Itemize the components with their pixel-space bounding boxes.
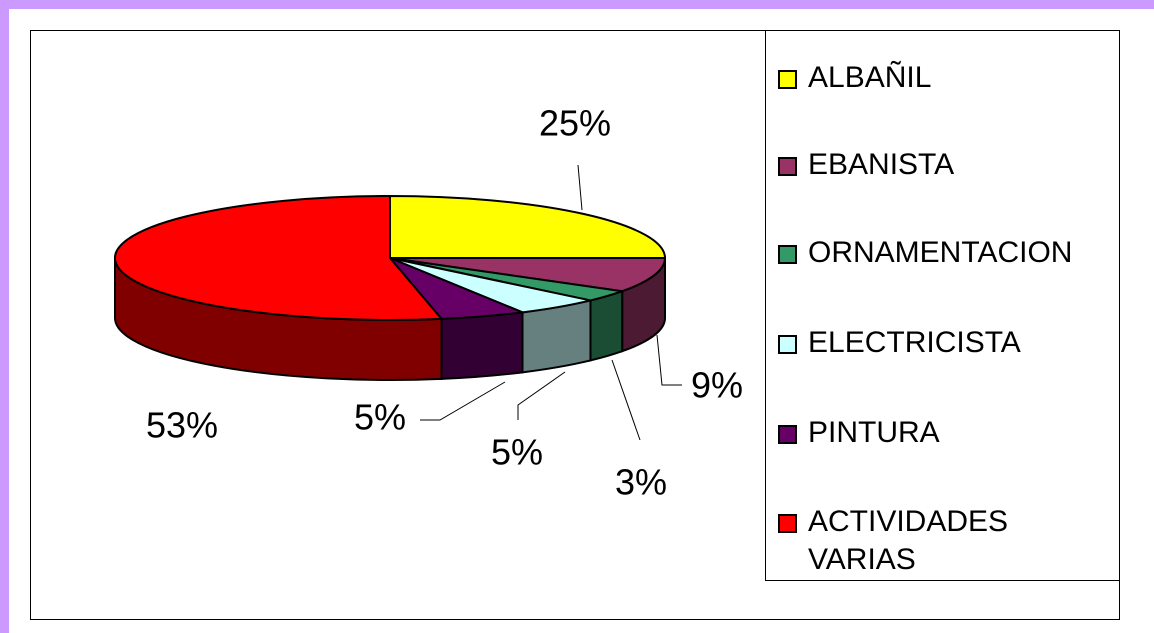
border bbox=[0, 0, 9, 633]
leader-line bbox=[611, 359, 641, 441]
pie-slice bbox=[389, 257, 667, 293]
legend-swatch bbox=[778, 245, 797, 264]
legend-swatch bbox=[778, 514, 797, 533]
legend-label: ORNAMENTACION bbox=[808, 236, 1073, 269]
leader-line bbox=[656, 334, 682, 386]
data-label: 25% bbox=[539, 103, 611, 144]
leader-line bbox=[517, 371, 566, 420]
legend-label: EBANISTA bbox=[808, 148, 955, 181]
legend-swatch bbox=[778, 335, 797, 354]
data-label: 3% bbox=[615, 462, 667, 503]
legend: ALBAÑIL EBANISTA ORNAMENTACION ELECTRICISTA… bbox=[765, 30, 1120, 581]
leader-line bbox=[577, 164, 583, 211]
pie-side bbox=[589, 289, 624, 362]
pie-slice bbox=[389, 194, 667, 259]
legend-label: PINTURA bbox=[808, 416, 940, 449]
pie-slice bbox=[114, 194, 444, 321]
legend-label: ACTIVIDADES VARIAS bbox=[808, 505, 1009, 576]
data-label: 53% bbox=[146, 405, 218, 446]
legend-label: ALBAÑIL bbox=[808, 61, 932, 94]
data-label: 5% bbox=[491, 432, 543, 473]
legend-swatch bbox=[778, 425, 797, 444]
data-label: 5% bbox=[354, 397, 406, 438]
data-label: 9% bbox=[691, 365, 743, 406]
legend-swatch bbox=[778, 157, 797, 176]
legend-swatch bbox=[778, 70, 797, 89]
leader-line bbox=[420, 381, 506, 421]
pie-side bbox=[440, 311, 524, 380]
border bbox=[0, 0, 1154, 9]
legend-label: ELECTRICISTA bbox=[808, 326, 1021, 359]
